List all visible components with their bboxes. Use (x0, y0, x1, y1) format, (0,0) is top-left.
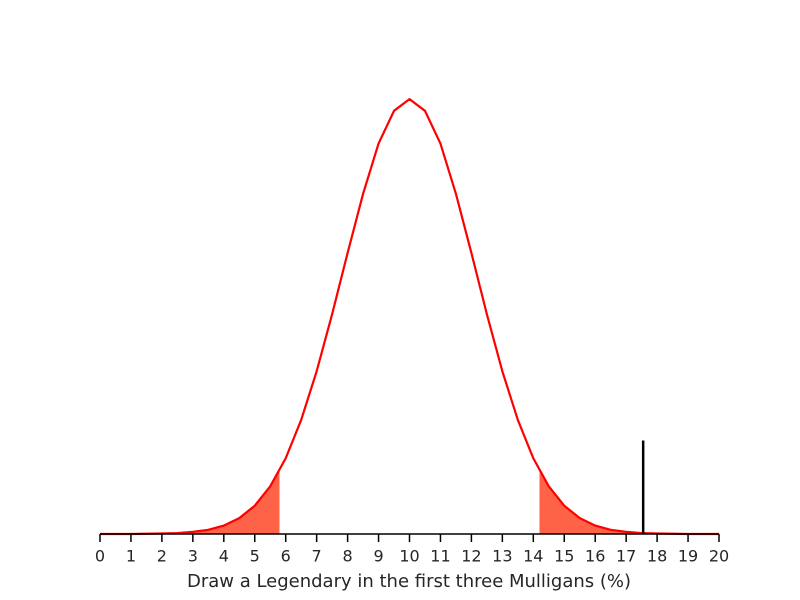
shaded-tail (100, 470, 280, 534)
x-tick-label: 15 (554, 547, 574, 566)
x-tick-label: 1 (126, 547, 136, 566)
x-axis-label: Draw a Legendary in the first three Mull… (187, 571, 631, 592)
x-tick-label: 12 (461, 547, 481, 566)
x-tick-label: 11 (430, 547, 450, 566)
x-tick-label: 17 (616, 547, 636, 566)
x-tick-label: 0 (95, 547, 105, 566)
x-tick-label: 16 (585, 547, 605, 566)
x-tick-label: 19 (678, 547, 698, 566)
x-tick-label: 18 (647, 547, 667, 566)
x-tick-label: 10 (399, 547, 419, 566)
x-tick-label: 4 (219, 547, 229, 566)
x-tick-label: 5 (250, 547, 260, 566)
x-tick-label: 9 (373, 547, 383, 566)
x-tick-label: 8 (343, 547, 353, 566)
x-tick-label: 14 (523, 547, 543, 566)
shaded-tail (539, 470, 719, 534)
x-tick-label: 3 (188, 547, 198, 566)
x-tick-label: 7 (312, 547, 322, 566)
x-tick-label: 2 (157, 547, 167, 566)
x-tick-label: 13 (492, 547, 512, 566)
density-curve (100, 98, 719, 536)
x-tick-label: 6 (281, 547, 291, 566)
x-tick-label: 20 (709, 547, 729, 566)
